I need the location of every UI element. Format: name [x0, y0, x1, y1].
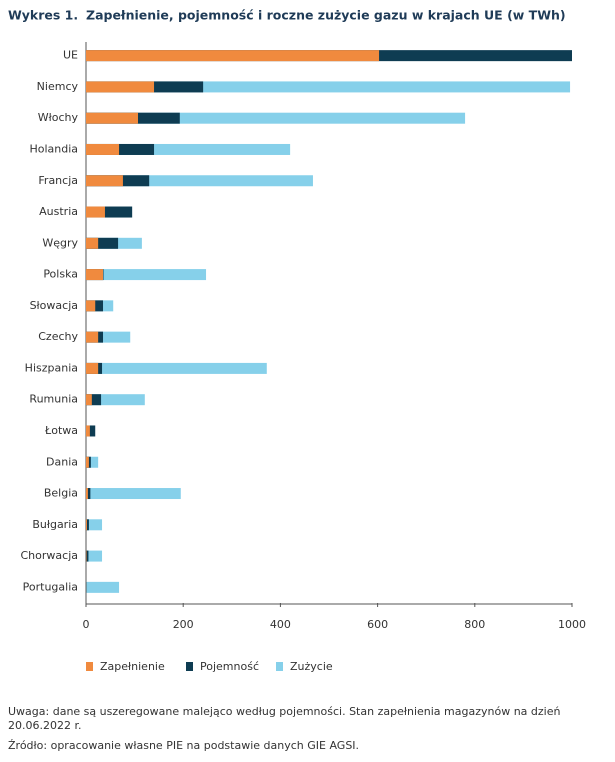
- chart: Wykres 1. Zapełnienie, pojemność i roczn…: [8, 8, 586, 674]
- bar: [86, 581, 120, 593]
- bar: [86, 550, 103, 562]
- legend-swatch: [86, 662, 93, 671]
- bar: [86, 331, 131, 343]
- x-tick-label: 400: [270, 618, 291, 631]
- bar: [86, 519, 89, 531]
- y-tick-label: Dania: [46, 455, 78, 468]
- y-tick-label: UE: [63, 49, 78, 62]
- bar: [86, 425, 90, 437]
- bar: [86, 519, 103, 531]
- y-tick-label: Austria: [39, 205, 78, 218]
- y-tick-label: Rumunia: [29, 393, 78, 406]
- bar: [86, 269, 104, 281]
- bar: [86, 175, 313, 187]
- chart-title: Zapełnienie, pojemność i roczne zużycie …: [86, 8, 566, 23]
- y-tick-label: Chorwacja: [21, 549, 79, 562]
- bar: [86, 488, 88, 500]
- y-tick-label: Niemcy: [37, 80, 79, 93]
- bar: [86, 488, 91, 500]
- x-tick-label: 600: [367, 618, 388, 631]
- chart-label: Wykres 1.: [8, 8, 78, 23]
- bar: [86, 143, 120, 155]
- bar: [86, 206, 133, 218]
- bar: [86, 269, 207, 281]
- bar: [86, 50, 380, 62]
- y-tick-label: Francja: [38, 174, 78, 187]
- bar: [86, 456, 89, 468]
- legend-label: Zapełnienie: [100, 660, 165, 673]
- bar: [86, 237, 119, 249]
- y-tick-label: Polska: [43, 268, 78, 281]
- y-tick-label: Czechy: [38, 330, 78, 343]
- bar: [86, 394, 92, 406]
- bar: [86, 519, 87, 531]
- x-tick-label: 200: [173, 618, 194, 631]
- note: Uwaga: dane są uszeregowane malejąco wed…: [8, 705, 561, 732]
- legend-label: Pojemność: [200, 660, 259, 673]
- y-tick-label: Słowacja: [30, 299, 78, 312]
- y-tick-label: Belgia: [44, 487, 78, 500]
- bar: [86, 456, 99, 468]
- bar: [86, 394, 145, 406]
- x-tick-label: 1000: [558, 618, 586, 631]
- y-tick-label: Włochy: [38, 111, 79, 124]
- x-tick-label: 800: [464, 618, 485, 631]
- bar: [86, 81, 155, 93]
- y-tick-label: Bułgaria: [32, 518, 78, 531]
- legend-label: Zużycie: [290, 660, 333, 673]
- source: Źródło: opracowanie własne PIE na podsta…: [8, 739, 360, 752]
- bar: [86, 175, 123, 187]
- bar: [86, 331, 99, 343]
- bar: [86, 81, 571, 93]
- bar: [86, 362, 267, 374]
- bar: [86, 488, 181, 500]
- y-tick-label: Portugalia: [23, 580, 78, 593]
- bar: [86, 550, 89, 562]
- legend-swatch: [276, 662, 283, 671]
- bar: [86, 112, 466, 124]
- bar: [86, 206, 105, 218]
- y-tick-label: Łotwa: [44, 424, 78, 437]
- bar: [86, 300, 96, 312]
- y-tick-label: Holandia: [29, 142, 78, 155]
- y-tick-label: Węgry: [42, 236, 78, 249]
- bar: [86, 237, 99, 249]
- bar: [86, 143, 291, 155]
- legend-swatch: [186, 662, 193, 671]
- bar: [86, 394, 102, 406]
- y-tick-label: Hiszpania: [25, 361, 78, 374]
- bar: [86, 362, 99, 374]
- x-tick-label: 0: [83, 618, 90, 631]
- bar: [86, 112, 139, 124]
- bar: [86, 143, 155, 155]
- bar: [86, 425, 96, 437]
